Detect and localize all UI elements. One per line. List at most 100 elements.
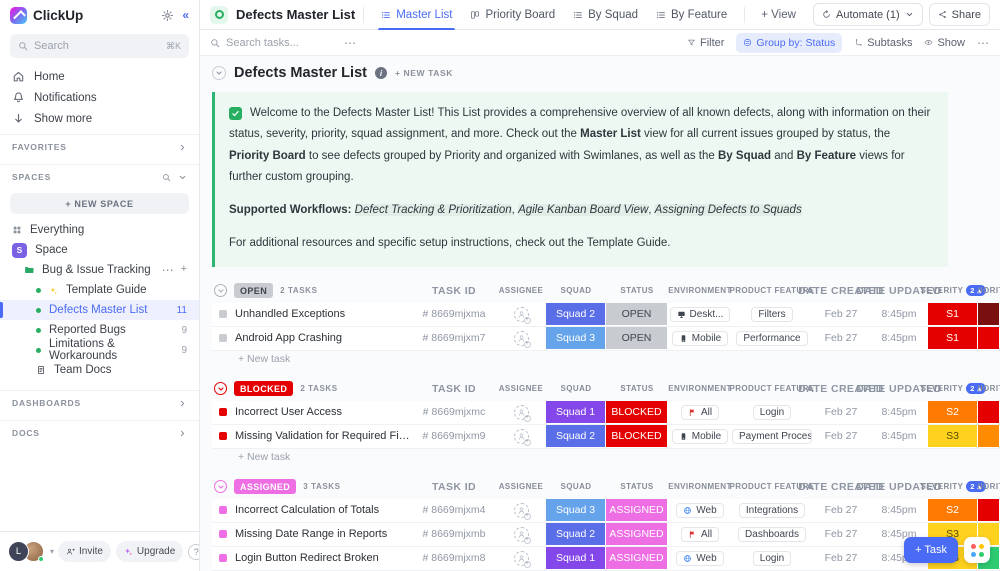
new-task-button[interactable]: + New task: [238, 450, 291, 463]
chevron-right-icon[interactable]: [178, 399, 187, 408]
product-feature-cell[interactable]: Filters: [732, 303, 812, 326]
task-name[interactable]: Missing Date Range in Reports: [235, 528, 388, 541]
squad-cell[interactable]: Squad 3: [546, 498, 606, 522]
show-button[interactable]: Show: [924, 37, 965, 49]
app-hub-button[interactable]: [964, 537, 990, 563]
search-icon[interactable]: [162, 173, 171, 182]
chevron-right-icon[interactable]: [178, 429, 187, 438]
assignee-add-icon[interactable]: +: [513, 404, 531, 422]
task-name-cell[interactable]: Incorrect User Access: [212, 401, 412, 424]
assignee-add-icon[interactable]: +: [513, 330, 531, 348]
assignee-cell[interactable]: +: [496, 327, 546, 350]
toolbar-more-icon[interactable]: ⋯: [977, 35, 990, 50]
automate-button[interactable]: Automate (1): [813, 3, 923, 26]
task-name[interactable]: Android App Crashing: [235, 332, 343, 345]
list-collapse-icon[interactable]: [212, 66, 226, 80]
priority-cell[interactable]: [978, 302, 1000, 326]
assignee-add-icon[interactable]: +: [513, 502, 531, 520]
docs-section[interactable]: DOCS: [0, 420, 199, 445]
date-created-cell[interactable]: Feb 27: [824, 430, 858, 443]
new-task-button[interactable]: + New task: [238, 352, 291, 365]
task-search-input[interactable]: [226, 36, 336, 49]
chevron-down-icon[interactable]: ▾: [50, 547, 55, 556]
sidebar-item-space[interactable]: S Space: [0, 240, 199, 260]
task-status-square[interactable]: [219, 530, 227, 539]
task-name-cell[interactable]: Incorrect Calculation of Totals: [212, 499, 412, 522]
severity-cell[interactable]: S1: [928, 302, 978, 326]
status-cell[interactable]: OPEN: [606, 302, 668, 326]
task-id[interactable]: # 8669mjxmb: [422, 528, 486, 541]
squad-cell[interactable]: Squad 2: [546, 522, 606, 546]
assignee-cell[interactable]: +: [496, 499, 546, 522]
sidebar-item-reported-bugs[interactable]: Reported Bugs 9: [0, 320, 199, 340]
sidebar-item-home[interactable]: Home: [0, 66, 199, 87]
column-header-status[interactable]: STATUS: [620, 482, 654, 492]
status-cell[interactable]: ASSIGNED: [606, 546, 668, 570]
add-task-floating-button[interactable]: + Task: [904, 537, 958, 563]
environment-cell[interactable]: Mobile: [668, 327, 732, 350]
column-header-severity[interactable]: SEVERITY 2 ▴: [921, 281, 986, 301]
squad-cell[interactable]: Squad 2: [546, 302, 606, 326]
gear-icon[interactable]: [161, 9, 174, 22]
assignee-add-icon[interactable]: +: [513, 526, 531, 544]
product-feature-cell[interactable]: Login: [732, 401, 812, 424]
task-status-square[interactable]: [219, 408, 227, 417]
severity-sort-badge[interactable]: 2 ▴: [966, 481, 986, 493]
column-header-environment[interactable]: ENVIRONMENT: [668, 482, 732, 492]
date-created-cell[interactable]: Feb 27: [824, 332, 858, 345]
date-updated-cell[interactable]: 8:45pm: [881, 430, 917, 443]
task-name-cell[interactable]: Android App Crashing: [212, 327, 412, 350]
environment-cell[interactable]: Web: [668, 499, 732, 522]
task-name-cell[interactable]: Unhandled Exceptions: [212, 303, 412, 326]
task-name-cell[interactable]: Missing Validation for Required Fields: [212, 425, 412, 448]
column-header-product-feature[interactable]: PRODUCT FEATURE: [729, 384, 815, 394]
column-header-priority[interactable]: PRIORITY: [978, 286, 1000, 296]
tab-priority-board[interactable]: Priority Board: [461, 0, 564, 30]
assignee-add-icon[interactable]: +: [513, 306, 531, 324]
search-more-icon[interactable]: ⋯: [344, 35, 357, 50]
group-collapse-icon[interactable]: [214, 480, 227, 494]
user-avatar[interactable]: [23, 541, 44, 562]
column-header-product-feature[interactable]: PRODUCT FEATURE: [729, 482, 815, 492]
assignee-cell[interactable]: +: [496, 401, 546, 424]
folder-add-icon[interactable]: +: [180, 263, 187, 275]
chevron-down-icon[interactable]: [178, 173, 187, 182]
tab-master-list[interactable]: Master List: [372, 0, 461, 30]
sidebar-search-input[interactable]: [34, 40, 160, 52]
date-created-cell[interactable]: Feb 27: [824, 406, 858, 419]
tab-by-feature[interactable]: By Feature: [647, 0, 736, 30]
severity-sort-badge[interactable]: 2 ▴: [966, 285, 986, 297]
group-collapse-icon[interactable]: [214, 382, 227, 396]
squad-cell[interactable]: Squad 2: [546, 424, 606, 448]
task-id[interactable]: # 8669mjxm8: [422, 552, 486, 565]
squad-cell[interactable]: Squad 3: [546, 326, 606, 350]
column-header-date-updated[interactable]: DATE UPDATED: [856, 382, 942, 395]
priority-cell[interactable]: [978, 400, 1000, 424]
product-feature-cell[interactable]: Integrations: [732, 499, 812, 522]
task-id[interactable]: # 8669mjxm7: [422, 332, 486, 345]
task-status-square[interactable]: [219, 506, 227, 515]
task-status-square[interactable]: [219, 310, 227, 319]
table-row[interactable]: Incorrect User Access # 8669mjxmc + Squad 1…: [212, 400, 1000, 425]
task-status-square[interactable]: [219, 334, 227, 343]
column-header-squad[interactable]: SQUAD: [560, 482, 592, 492]
date-updated-cell[interactable]: 8:45pm: [881, 308, 917, 321]
column-header-assignee[interactable]: ASSIGNEE: [498, 384, 544, 394]
workspace-avatar[interactable]: L: [8, 541, 29, 562]
sidebar-item-team-docs[interactable]: Team Docs: [0, 360, 199, 380]
task-status-square[interactable]: [219, 554, 227, 563]
new-space-button[interactable]: + NEW SPACE: [10, 193, 189, 214]
task-name-cell[interactable]: Login Button Redirect Broken: [212, 547, 412, 570]
table-row[interactable]: Missing Date Range in Reports # 8669mjxmb…: [212, 522, 1000, 547]
sidebar-search[interactable]: ⌘K: [10, 34, 189, 58]
column-header-date-updated[interactable]: DATE UPDATED: [856, 480, 942, 493]
column-header-task-id[interactable]: TASK ID: [431, 382, 477, 395]
invite-button[interactable]: Invite: [58, 541, 111, 562]
status-cell[interactable]: ASSIGNED: [606, 522, 668, 546]
share-button[interactable]: Share: [928, 3, 990, 26]
status-cell[interactable]: BLOCKED: [606, 400, 668, 424]
priority-cell[interactable]: [978, 498, 1000, 522]
add-view-button[interactable]: + View: [761, 8, 796, 21]
column-header-environment[interactable]: ENVIRONMENT: [668, 286, 732, 296]
